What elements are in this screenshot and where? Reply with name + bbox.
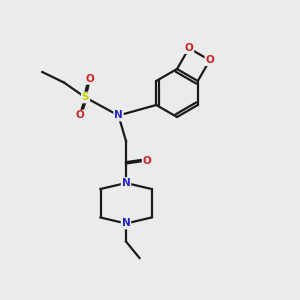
Text: S: S <box>82 92 89 103</box>
Text: N: N <box>122 218 130 229</box>
Text: O: O <box>142 155 152 166</box>
Text: O: O <box>75 110 84 121</box>
Text: O: O <box>206 55 214 65</box>
Text: O: O <box>85 74 94 84</box>
Text: N: N <box>122 178 130 188</box>
Text: N: N <box>114 110 123 121</box>
Text: O: O <box>184 43 194 53</box>
